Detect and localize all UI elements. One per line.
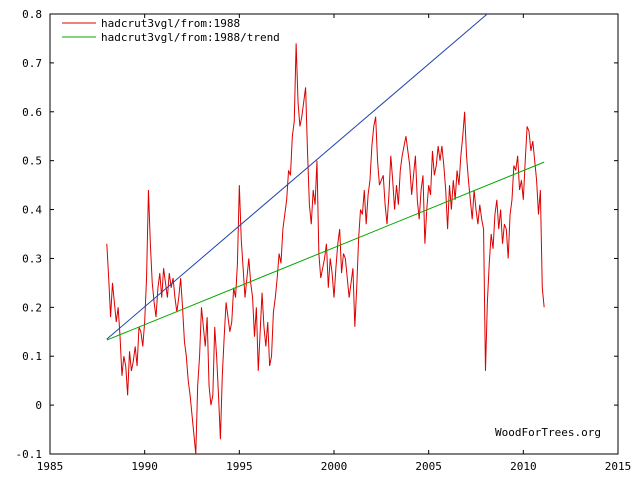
y-tick-label: 0.3 — [22, 252, 42, 265]
credit-text: WoodForTrees.org — [495, 426, 601, 439]
y-tick-label: 0.4 — [22, 204, 42, 217]
series-line-1 — [106, 161, 545, 341]
x-tick-label: 2000 — [321, 460, 348, 473]
legend-label-1: hadcrut3vgl/from:1988/trend — [101, 31, 280, 44]
x-tick-label: 1985 — [37, 460, 64, 473]
x-axis: 1985 1990 1995 2000 2005 2010 2015 — [37, 14, 632, 473]
y-tick-label: -0.1 — [16, 448, 43, 461]
y-axis: -0.1 0 0.1 0.2 0.3 0.4 0.5 0.6 0.7 0.8 — [16, 8, 618, 461]
x-tick-label: 2010 — [510, 460, 537, 473]
legend-label-0: hadcrut3vgl/from:1988 — [101, 17, 240, 30]
legend: hadcrut3vgl/from:1988hadcrut3vgl/from:19… — [62, 17, 280, 44]
series-lines — [106, 14, 545, 454]
y-tick-label: 0.2 — [22, 301, 42, 314]
plot-frame — [49, 13, 619, 455]
y-tick-label: 0.6 — [22, 106, 42, 119]
x-tick-label: 2005 — [415, 460, 442, 473]
y-tick-label: 0 — [35, 399, 42, 412]
series-line-2 — [106, 14, 489, 340]
x-tick-label: 1990 — [131, 460, 158, 473]
y-tick-label: 0.1 — [22, 350, 42, 363]
series-line-0 — [106, 43, 545, 454]
y-tick-label: 0.5 — [22, 155, 42, 168]
x-tick-label: 2015 — [605, 460, 632, 473]
y-tick-label: 0.8 — [22, 8, 42, 21]
y-tick-label: 0.7 — [22, 57, 42, 70]
x-tick-label: 1995 — [226, 460, 253, 473]
